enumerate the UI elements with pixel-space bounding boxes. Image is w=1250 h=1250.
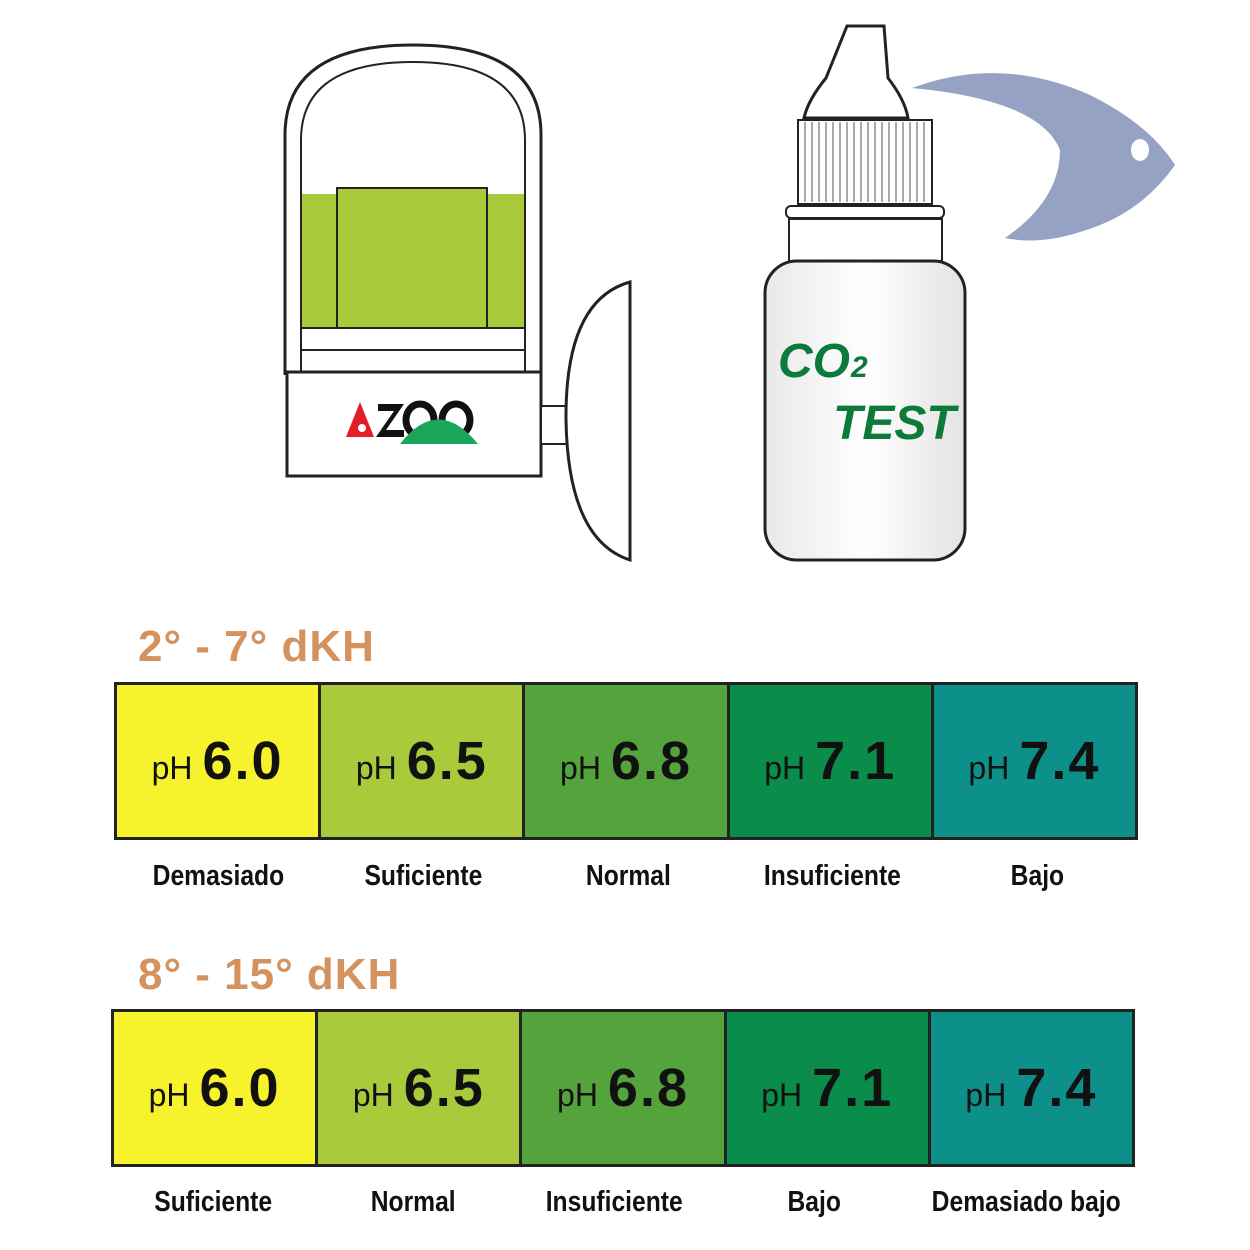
color-cell: pH 6.5 bbox=[318, 1012, 523, 1164]
illustration: CO 2 TEST bbox=[283, 24, 1175, 563]
suction-cup bbox=[564, 280, 632, 563]
color-cell: pH 6.0 bbox=[117, 685, 322, 837]
color-cell: pH 7.4 bbox=[933, 685, 1136, 837]
color-cell: pH 7.1 bbox=[726, 1012, 931, 1164]
logo-dot bbox=[358, 424, 366, 432]
cell-label: Bajo bbox=[1010, 860, 1065, 892]
cell-label: Demasiado bbox=[152, 860, 285, 892]
color-cell: pH 6.8 bbox=[522, 1012, 727, 1164]
logo-hill bbox=[400, 419, 478, 444]
scale-heading: 2° - 7° dKH bbox=[138, 622, 375, 671]
ph-prefix: pH bbox=[355, 749, 397, 786]
cell-label: Suficiente bbox=[364, 860, 483, 892]
scale-table: pH 6.0 pH 6.5 pH 6.8 pH 7.1 pH 7.4 bbox=[111, 1009, 1135, 1167]
scale-table: pH 6.0 pH 6.5 pH 6.8 pH 7.1 pH 7.4 bbox=[114, 682, 1138, 840]
color-cell: pH 6.8 bbox=[525, 685, 730, 837]
scale-labels: Suficiente Normal Insuficiente Bajo Demasiad… bbox=[113, 1186, 1137, 1219]
ph-value: 6.5 bbox=[403, 1058, 485, 1118]
ph-value: 7.1 bbox=[812, 1058, 894, 1118]
cell-label: Normal bbox=[585, 860, 671, 892]
diffuser-frame bbox=[283, 43, 543, 375]
inner-cup bbox=[336, 187, 488, 329]
bottle-tip bbox=[802, 24, 910, 120]
logo-a bbox=[346, 402, 374, 437]
ph-value: 6.5 bbox=[406, 731, 488, 791]
ph-value: 6.8 bbox=[607, 1058, 689, 1118]
cell-label: Normal bbox=[371, 1186, 457, 1218]
ph-value: 7.4 bbox=[1016, 1058, 1098, 1118]
bottle-neck bbox=[788, 218, 943, 262]
cell-label: Insuficiente bbox=[764, 860, 902, 892]
bottle-subscript: 2 bbox=[850, 351, 868, 384]
ph-prefix: pH bbox=[557, 1076, 598, 1113]
bottle-formula: CO bbox=[778, 335, 850, 388]
cell-label: Demasiado bajo bbox=[931, 1186, 1121, 1218]
base bbox=[285, 370, 543, 478]
color-cell: pH 7.1 bbox=[729, 685, 934, 837]
bottle-body bbox=[763, 259, 967, 562]
cap-ribs bbox=[804, 122, 925, 202]
ph-value: 7.4 bbox=[1019, 731, 1101, 791]
ph-prefix: pH bbox=[148, 1076, 190, 1113]
ph-value: 6.0 bbox=[199, 1058, 281, 1118]
ph-value: 7.1 bbox=[815, 731, 897, 791]
diffuser-inner bbox=[300, 60, 526, 375]
scale-labels: Demasiado Suficiente Normal Insuficiente Baj… bbox=[116, 860, 1140, 893]
ph-prefix: pH bbox=[965, 1076, 1007, 1113]
ph-prefix: pH bbox=[761, 1076, 803, 1113]
cell-label: Suficiente bbox=[154, 1186, 273, 1218]
ph-value: 6.8 bbox=[610, 731, 692, 791]
ph-prefix: pH bbox=[968, 749, 1010, 786]
fish bbox=[912, 73, 1175, 241]
logo-z bbox=[376, 404, 404, 437]
fish-eye bbox=[1131, 139, 1149, 161]
ph-prefix: pH bbox=[352, 1076, 394, 1113]
color-cell: pH 6.0 bbox=[114, 1012, 319, 1164]
color-cell: pH 6.5 bbox=[321, 685, 526, 837]
ph-prefix: pH bbox=[560, 749, 601, 786]
bottle-ring bbox=[785, 205, 945, 219]
cell-label: Bajo bbox=[787, 1186, 842, 1218]
ph-value: 6.0 bbox=[202, 731, 284, 791]
cell-label: Insuficiente bbox=[545, 1186, 683, 1218]
ph-prefix: pH bbox=[764, 749, 806, 786]
ph-prefix: pH bbox=[151, 749, 193, 786]
scale-heading: 8° - 15° dKH bbox=[138, 950, 401, 999]
bottle-word: TEST bbox=[833, 397, 959, 450]
color-cell: pH 7.4 bbox=[930, 1012, 1133, 1164]
bottle-cap bbox=[797, 119, 933, 205]
